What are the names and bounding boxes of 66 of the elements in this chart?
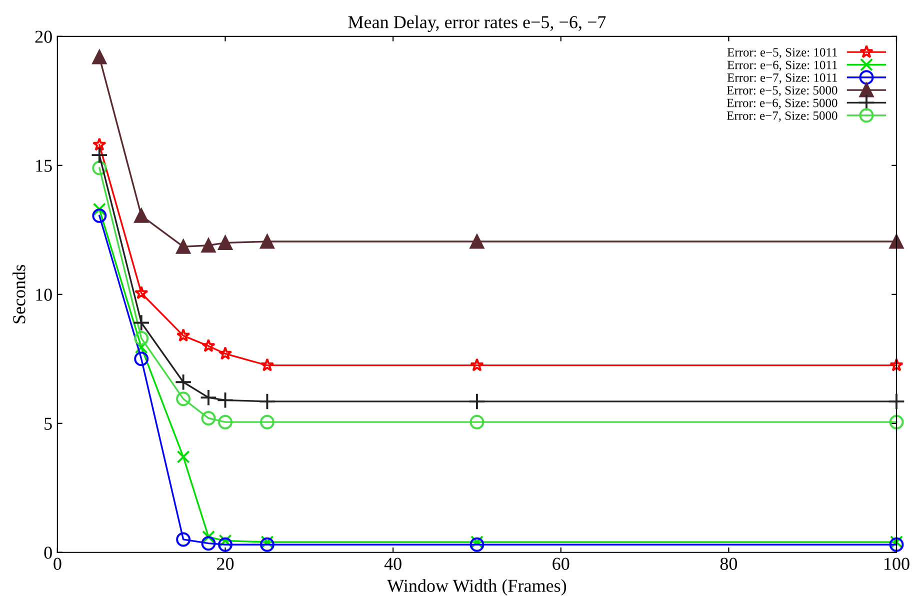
legend-label: Error: e−5, Size: 5000 bbox=[726, 86, 838, 96]
point bbox=[201, 536, 216, 551]
point bbox=[890, 536, 904, 549]
point bbox=[202, 530, 216, 544]
point bbox=[176, 328, 190, 342]
point bbox=[200, 388, 218, 406]
point bbox=[470, 358, 484, 372]
point bbox=[470, 537, 484, 552]
point bbox=[889, 537, 904, 552]
point bbox=[890, 358, 904, 372]
point bbox=[468, 392, 486, 410]
point bbox=[92, 50, 107, 64]
y-tick-label: 5 bbox=[44, 418, 52, 430]
point bbox=[132, 314, 150, 332]
point bbox=[218, 414, 232, 430]
x-tick-label: 60 bbox=[552, 558, 570, 570]
point bbox=[92, 208, 107, 223]
y-tick-label: 10 bbox=[36, 288, 52, 301]
point bbox=[260, 414, 274, 430]
point bbox=[176, 450, 190, 464]
point bbox=[260, 234, 274, 249]
point bbox=[889, 414, 904, 430]
legend-label: Error: e−5, Size: 1011 bbox=[727, 48, 837, 58]
x-tick-label: 20 bbox=[217, 558, 234, 570]
point bbox=[470, 414, 484, 430]
point bbox=[134, 352, 149, 366]
point bbox=[216, 392, 234, 409]
point bbox=[260, 537, 274, 552]
x-axis-title: Window Width (Frames) bbox=[387, 579, 566, 596]
x-tick-label: 40 bbox=[384, 558, 402, 570]
point bbox=[202, 338, 216, 352]
point bbox=[134, 331, 149, 346]
point bbox=[470, 536, 484, 549]
point bbox=[176, 239, 191, 254]
point bbox=[92, 202, 106, 216]
point bbox=[134, 286, 148, 300]
legend-label: Error: e−7, Size: 1011 bbox=[727, 73, 837, 84]
legend-label: Error: e−6, Size: 5000 bbox=[726, 98, 838, 109]
y-tick-label: 15 bbox=[36, 160, 52, 172]
point bbox=[218, 534, 232, 548]
y-axis-title: Seconds bbox=[12, 264, 26, 324]
x-tick-label: 80 bbox=[720, 558, 738, 570]
point bbox=[134, 208, 149, 223]
point bbox=[90, 146, 108, 164]
legend-label: Error: e−7, Size: 5000 bbox=[726, 111, 838, 122]
x-tick-label: 0 bbox=[54, 558, 62, 570]
point bbox=[470, 234, 484, 249]
chart-title: Mean Delay, error rates e−5, −6, −7 bbox=[348, 16, 606, 32]
point bbox=[258, 392, 276, 410]
point bbox=[201, 238, 216, 253]
y-tick-label: 0 bbox=[44, 546, 52, 559]
point bbox=[260, 358, 274, 372]
point bbox=[176, 392, 191, 406]
point bbox=[218, 346, 232, 360]
x-tick-label: 100 bbox=[884, 558, 910, 570]
legend-label: Error: e−6, Size: 1011 bbox=[727, 60, 837, 72]
point bbox=[888, 392, 906, 410]
point bbox=[174, 373, 192, 391]
point bbox=[218, 537, 232, 552]
point bbox=[260, 536, 274, 549]
point bbox=[92, 138, 106, 151]
point bbox=[176, 532, 191, 547]
point bbox=[92, 160, 107, 176]
point bbox=[218, 236, 232, 250]
y-tick-label: 20 bbox=[35, 30, 52, 43]
point bbox=[201, 411, 216, 426]
